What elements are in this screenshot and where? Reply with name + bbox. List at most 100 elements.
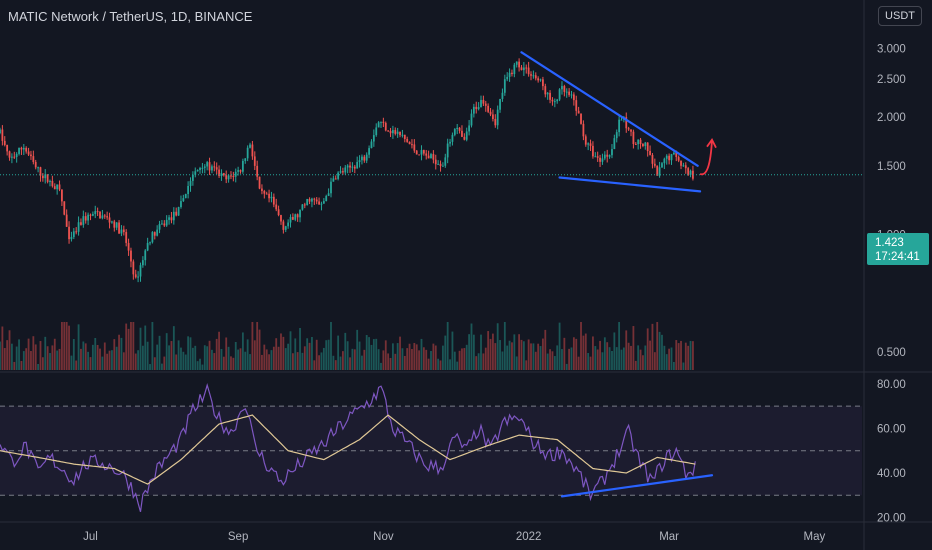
- volume-bar: [582, 335, 585, 370]
- candle: [270, 191, 273, 203]
- volume-bar: [508, 340, 511, 370]
- volume-bar: [356, 329, 359, 370]
- candle: [63, 201, 66, 216]
- candle: [582, 120, 585, 141]
- time-tick-label: Mar: [659, 531, 679, 543]
- candle: [670, 153, 673, 165]
- volume-bar: [134, 353, 137, 370]
- candle: [146, 237, 149, 252]
- candle: [401, 129, 404, 138]
- candle: [311, 197, 313, 208]
- time-tick-label: May: [804, 531, 826, 543]
- price-tick-label: 3.000: [877, 43, 906, 55]
- volume-bar: [413, 342, 416, 370]
- volume-bar: [218, 331, 220, 370]
- candle: [325, 194, 328, 202]
- candle: [187, 181, 190, 199]
- volume-bar: [549, 349, 551, 370]
- volume-bar: [399, 336, 401, 370]
- volume-bar: [94, 337, 97, 370]
- volume-bar: [96, 344, 99, 370]
- volume-bar: [477, 353, 480, 370]
- candle: [630, 129, 632, 137]
- candle: [84, 212, 87, 224]
- volume-bar: [575, 338, 578, 370]
- volume-bar: [220, 349, 223, 370]
- volume-bar: [20, 360, 23, 370]
- volume-bar: [172, 326, 175, 370]
- volume-bar: [39, 341, 42, 370]
- candle: [372, 129, 375, 147]
- candle: [234, 168, 237, 183]
- candle: [601, 153, 604, 165]
- volume-bar: [106, 353, 109, 370]
- currency-button[interactable]: USDT: [878, 6, 922, 26]
- volume-bar: [361, 355, 363, 370]
- price-pane[interactable]: [0, 51, 862, 370]
- volume-bar: [534, 351, 537, 370]
- candle: [603, 151, 606, 161]
- volume-bar: [353, 349, 356, 370]
- candle: [8, 150, 11, 161]
- trendline[interactable]: [558, 176, 702, 193]
- volume-bar: [644, 345, 647, 370]
- candle: [668, 153, 671, 165]
- volume-bar: [589, 356, 592, 370]
- volume-bar: [546, 353, 549, 370]
- candle: [515, 61, 518, 68]
- candle: [265, 191, 268, 195]
- candle: [82, 210, 85, 228]
- curved-arrow[interactable]: [699, 139, 713, 176]
- candle: [484, 100, 487, 112]
- candle: [261, 184, 263, 195]
- volume-bar: [120, 337, 123, 370]
- volume-bar: [6, 340, 9, 370]
- candle: [111, 220, 113, 224]
- candle: [89, 213, 92, 221]
- volume-bar: [568, 348, 571, 370]
- volume-bar: [611, 350, 613, 370]
- volume-bar: [201, 364, 204, 370]
- volume-bar: [511, 342, 513, 370]
- volume-bar: [634, 360, 637, 370]
- volume-bar: [332, 355, 335, 370]
- volume-bar: [141, 345, 144, 370]
- candle: [15, 152, 18, 163]
- trendline[interactable]: [520, 51, 699, 167]
- volume-bar: [468, 334, 470, 370]
- candle: [434, 154, 437, 170]
- candle: [432, 150, 435, 164]
- candle: [558, 88, 561, 102]
- volume-bar: [25, 348, 28, 370]
- volume-bar: [661, 334, 663, 370]
- volume-bar: [315, 339, 318, 370]
- volume-bar: [58, 348, 61, 370]
- rsi-trendline[interactable]: [560, 474, 714, 498]
- volume-bar: [251, 322, 254, 370]
- volume-bar: [408, 343, 411, 370]
- volume-bar: [211, 349, 213, 370]
- candle: [161, 220, 163, 225]
- volume-bar: [339, 356, 342, 370]
- candle: [406, 136, 409, 143]
- volume-bar: [46, 346, 49, 370]
- volume-bar: [291, 353, 294, 370]
- candle: [0, 127, 1, 135]
- candle: [68, 221, 70, 244]
- volume-bar: [215, 338, 218, 370]
- volume-bar: [330, 322, 332, 370]
- volume-bar: [387, 353, 390, 370]
- rsi-pane[interactable]: [0, 383, 862, 512]
- candle: [80, 218, 82, 226]
- candle: [430, 152, 432, 159]
- volume-bar: [306, 338, 309, 370]
- volume-bar: [18, 339, 20, 370]
- candle: [122, 225, 125, 236]
- candle: [61, 189, 63, 206]
- candle: [615, 129, 618, 143]
- volume-bar: [434, 345, 437, 370]
- volume-bar: [689, 340, 692, 370]
- volume-bar: [265, 349, 268, 370]
- candle: [206, 160, 209, 171]
